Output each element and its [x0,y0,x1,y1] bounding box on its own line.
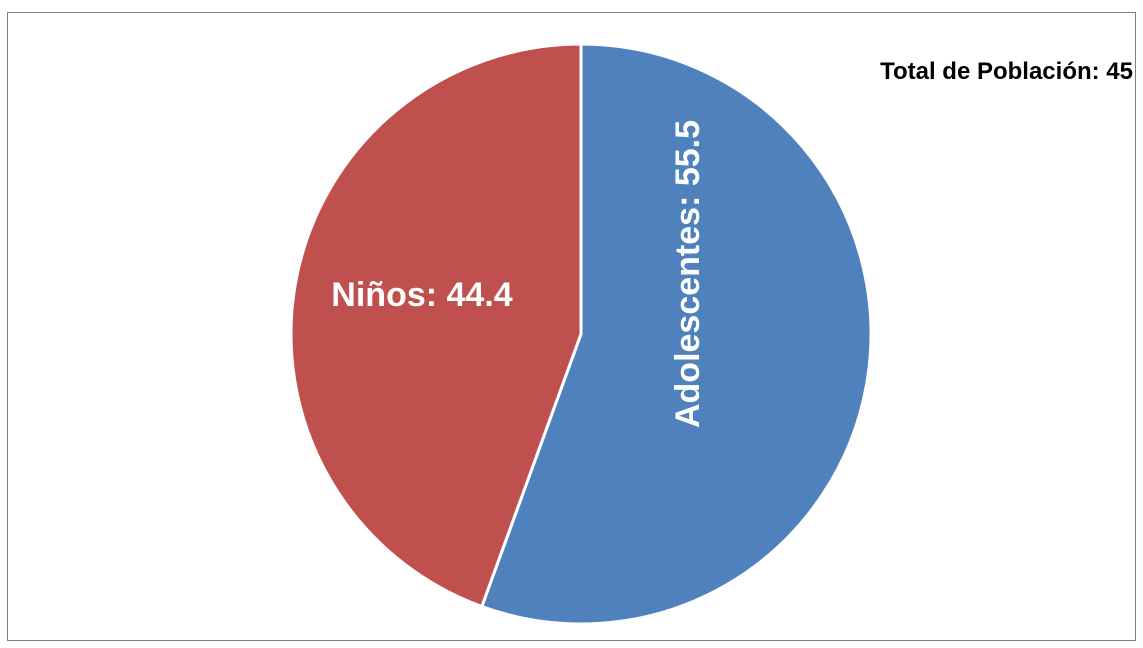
pie-slices [289,42,873,626]
pie-slice-adolescentes [480,42,873,626]
pie-slice-niños [289,42,583,609]
pie-label-niños: Niños: 44.4 [331,276,512,314]
total-population-annotation: Total de Población: 45 [880,58,1133,85]
pie-label-adolescentes: Adolescentes: 55.5 [669,120,707,428]
pie-labels: Adolescentes: 55.5 Niños: 44.4 [331,120,707,428]
